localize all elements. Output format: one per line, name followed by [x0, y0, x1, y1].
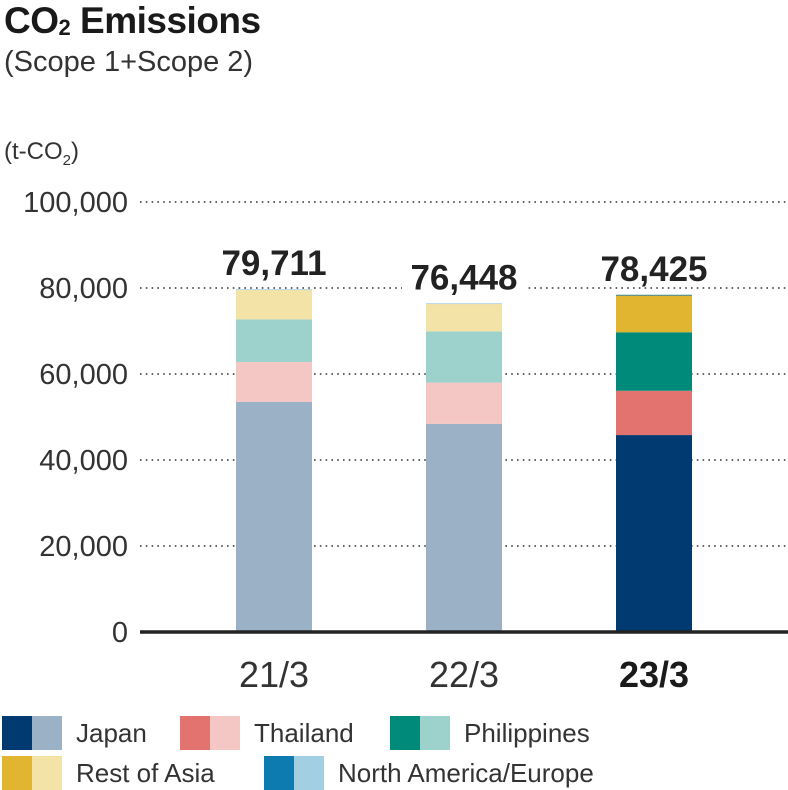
legend-swatch: [2, 756, 62, 790]
y-tick-label: 40,000: [39, 445, 128, 477]
total-label: 78,425: [600, 250, 707, 289]
bar-segment: [426, 423, 502, 632]
legend-swatch: [390, 716, 450, 750]
bar-segment: [236, 289, 312, 291]
bar-segment: [236, 319, 312, 362]
y-tick-label: 80,000: [39, 273, 128, 305]
x-category-label: 22/3: [429, 654, 499, 695]
legend-label: Japan: [76, 717, 147, 748]
bar-segment: [616, 332, 692, 391]
legend-swatch: [180, 716, 240, 750]
total-label: 76,448: [410, 258, 517, 297]
bar-segment: [616, 295, 692, 333]
bar-segment: [616, 435, 692, 632]
legend-item: Rest of Asia: [2, 756, 215, 790]
x-category-label: 21/3: [239, 654, 309, 695]
legend-item: Philippines: [390, 716, 590, 750]
legend-item: Thailand: [180, 716, 354, 750]
bar-segment: [616, 390, 692, 436]
total-label-bg: [592, 250, 716, 287]
bar-segment: [426, 382, 502, 424]
y-tick-label: 60,000: [39, 359, 128, 391]
legend-item: Japan: [2, 716, 147, 750]
bar-segment: [426, 303, 502, 332]
stacked-bar-chart: 0 20,000 40,000 60,000 80,000 100,000 79,711 21…: [23, 187, 788, 695]
y-axis-unit-label: (t-CO2): [4, 138, 79, 169]
legend-label: North America/Europe: [338, 757, 594, 788]
legend-item: North America/Europe: [264, 756, 594, 790]
bar-segment: [236, 361, 312, 402]
chart-title: CO2 Emissions: [4, 0, 261, 41]
y-tick-label: 20,000: [39, 531, 128, 563]
total-label-bg: [212, 245, 336, 282]
legend-label: Philippines: [464, 717, 590, 748]
bar-segment: [236, 289, 312, 320]
bar-segment: [426, 303, 502, 305]
y-tick-label: 0: [112, 617, 128, 649]
legend-swatch: [2, 716, 62, 750]
bar-segment: [236, 401, 312, 632]
chart-subtitle: (Scope 1+Scope 2): [4, 46, 254, 78]
y-tick-label: 100,000: [23, 187, 128, 219]
legend-swatch: [264, 756, 324, 790]
bar-segment: [426, 331, 502, 383]
legend-label: Rest of Asia: [76, 757, 215, 788]
total-label-bg: [402, 259, 526, 296]
total-label: 79,711: [221, 244, 326, 283]
x-category-label: 23/3: [619, 654, 689, 695]
bar-segment: [616, 294, 692, 296]
legend-label: Thailand: [254, 717, 354, 748]
chart-legend: Japan Thailand Philippines Rest of Asia Nort…: [0, 712, 788, 790]
